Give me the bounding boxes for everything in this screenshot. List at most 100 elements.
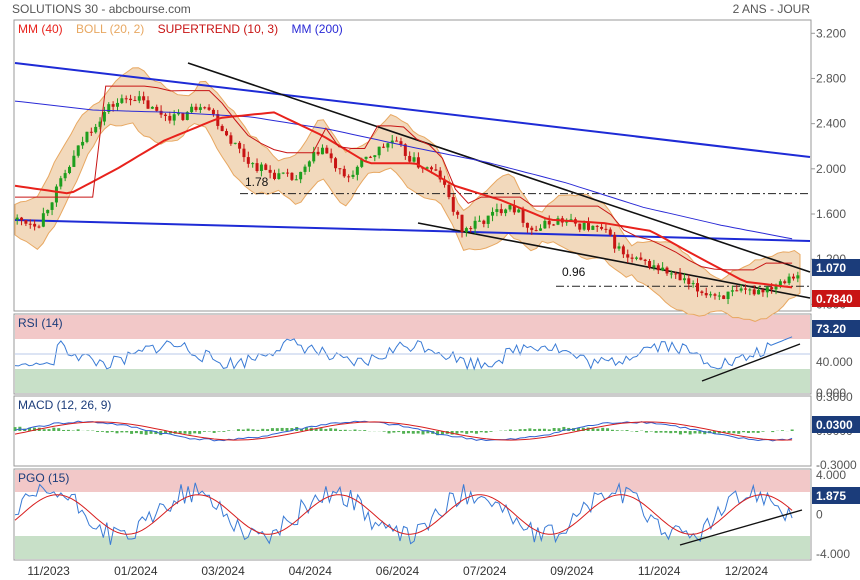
candle-body-146: [652, 265, 656, 268]
x-tick-label-3: 04/2024: [289, 564, 333, 578]
candle-body-64: [294, 179, 298, 181]
pgo-panel: [13, 468, 812, 561]
macd-histogram-bar-154: [761, 431, 765, 432]
candle-body-7: [46, 209, 50, 214]
macd-histogram-bar-20: [110, 431, 114, 433]
macd-histogram-bar-62: [314, 429, 318, 431]
pgo-overbought-zone: [15, 470, 810, 492]
candle-body-58: [268, 169, 272, 173]
macd-histogram-bar-41: [212, 431, 216, 433]
last-price-badge: [812, 259, 860, 276]
candle-body-99: [447, 184, 451, 198]
pgo-ytick-1: 0: [816, 508, 823, 522]
candle-body-8: [50, 202, 54, 210]
x-tick-label-8: 12/2024: [725, 564, 769, 578]
candle-body-129: [578, 223, 582, 230]
candle-body-52: [242, 148, 246, 158]
candle-body-34: [163, 114, 167, 116]
chart-title: SOLUTIONS 30 - abcbourse.com: [12, 2, 191, 16]
candle-body-38: [181, 113, 185, 120]
channel-lower-line: [14, 219, 811, 242]
macd-histogram-bar-3: [28, 427, 32, 431]
rsi-badge: [812, 320, 860, 337]
candle-body-49: [229, 135, 233, 144]
candle-body-135: [604, 228, 608, 230]
legend-ma200: MM (200): [291, 22, 342, 36]
candle-body-69: [316, 151, 320, 155]
candle-body-177: [787, 276, 791, 284]
macd-histogram-bar-67: [338, 429, 342, 431]
rsi-panel: [13, 313, 812, 395]
macd-histogram-bar-132: [654, 431, 658, 433]
candle-body-121: [543, 220, 547, 229]
macd-histogram-bar-35: [183, 431, 187, 434]
candle-body-173: [770, 287, 774, 290]
macd-histogram-bar-133: [659, 431, 663, 433]
candle-body-133: [595, 225, 599, 227]
macd-histogram-bar-134: [664, 431, 668, 433]
candle-body-114: [512, 205, 516, 213]
macd-histogram-bar-140: [693, 431, 697, 434]
macd-histogram-bar-70: [353, 429, 357, 431]
candle-body-27: [133, 100, 137, 102]
x-tick-label-1: 01/2024: [114, 564, 158, 578]
macd-histogram-bar-0: [13, 427, 17, 431]
candle-body-134: [600, 226, 604, 229]
macd-histogram-bar-68: [343, 429, 347, 431]
candle-body-87: [395, 140, 399, 142]
macd-value: 0.0300: [816, 418, 853, 432]
macd-histogram-bar-44: [227, 430, 231, 431]
macd-histogram-bar-117: [581, 427, 585, 431]
candle-body-85: [386, 143, 390, 148]
macd-histogram-bar-53: [270, 428, 274, 431]
macd-histogram-bar-42: [217, 431, 221, 432]
candle-body-59: [272, 172, 276, 179]
macd-histogram-bar-51: [261, 428, 265, 431]
rsi-oversold-zone: [15, 369, 810, 393]
candle-body-167: [743, 288, 747, 290]
candle-body-163: [726, 291, 730, 299]
candle-body-19: [98, 121, 102, 127]
candle-body-2: [24, 220, 28, 224]
downtrend-upper-line: [187, 62, 811, 273]
candle-body-56: [259, 164, 263, 171]
macd-histogram-bar-17: [96, 431, 100, 432]
candle-body-94: [425, 167, 429, 169]
rsi-overbought-zone: [15, 315, 810, 339]
candle-body-132: [591, 225, 595, 230]
macd-histogram-bar-122: [606, 428, 610, 431]
macd-histogram-bar-18: [100, 431, 104, 432]
candle-body-74: [338, 168, 342, 170]
macd-histogram-bar-139: [688, 431, 692, 435]
candle-body-122: [547, 220, 551, 225]
candle-body-63: [290, 172, 294, 180]
macd-histogram-bar-137: [678, 431, 682, 435]
macd-histogram-bar-106: [528, 428, 532, 431]
macd-histogram-bar-125: [620, 430, 624, 431]
candle-body-179: [796, 275, 800, 279]
bollinger-band: [14, 67, 801, 322]
rsi-line: [14, 336, 793, 371]
macd-histogram-bar-109: [542, 428, 546, 431]
legend-bollinger: BOLL (20, 2): [76, 22, 144, 36]
macd-histogram-bar-29: [154, 431, 158, 435]
candle-body-41: [194, 106, 198, 110]
candle-body-18: [94, 126, 98, 133]
bollinger-fill: [14, 67, 801, 322]
candle-body-28: [137, 96, 141, 101]
price-ytick-label-3: 2.000: [816, 162, 846, 176]
candle-body-84: [382, 146, 386, 148]
candle-body-147: [656, 265, 660, 271]
pgo-ytick-0: 4.000: [816, 468, 846, 482]
pgo-line: [14, 482, 793, 545]
candle-body-141: [630, 257, 634, 259]
candle-body-120: [539, 228, 543, 231]
macd-histogram-bar-95: [474, 431, 478, 434]
candle-body-62: [286, 172, 290, 174]
candle-body-32: [155, 106, 159, 111]
candle-body-143: [639, 257, 643, 260]
candle-body-97: [438, 170, 442, 180]
candle-body-117: [525, 222, 529, 228]
macd-histogram-bar-43: [222, 431, 226, 432]
